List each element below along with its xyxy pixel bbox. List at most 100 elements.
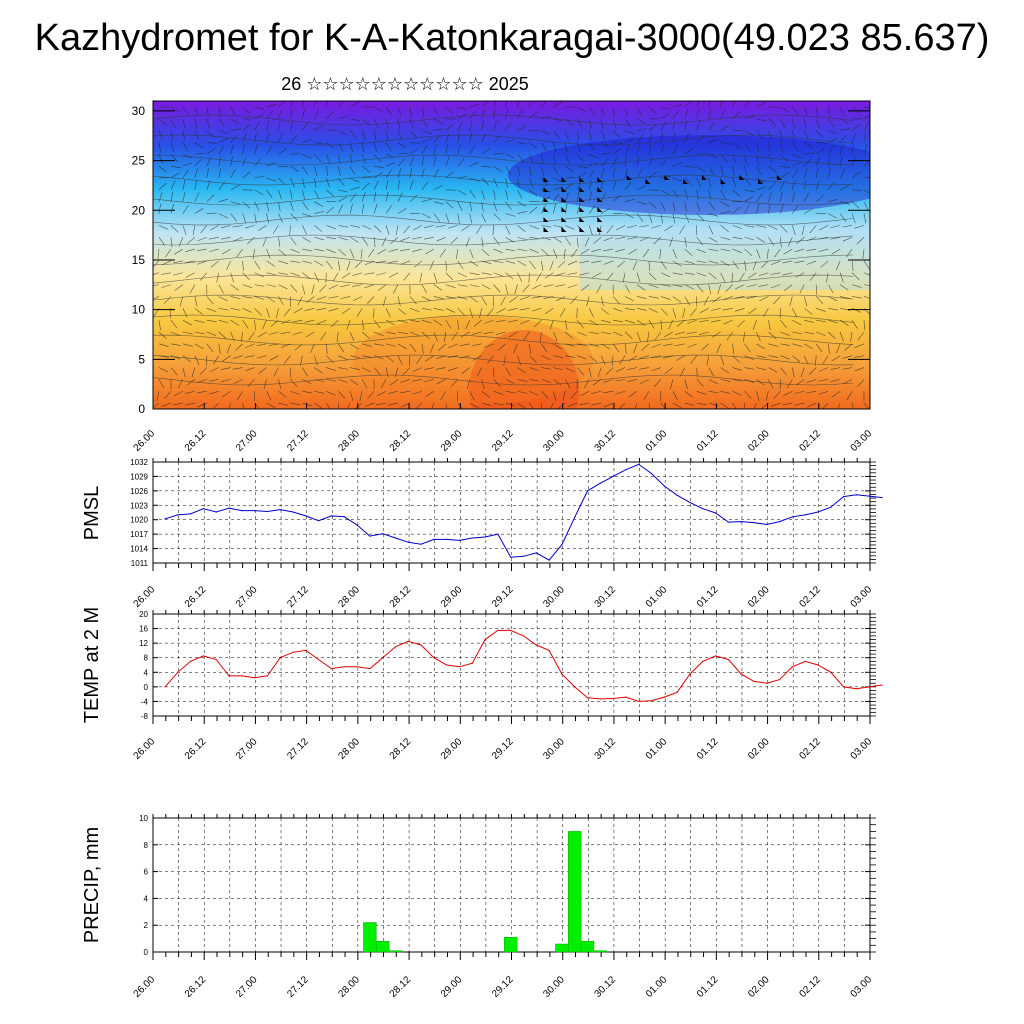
wind-barb [648, 201, 657, 209]
wind-barb [863, 115, 870, 120]
wind-barb [191, 367, 196, 378]
wind-barb [682, 308, 686, 319]
wind-barb [711, 331, 721, 338]
wind-barb [412, 236, 422, 240]
wind-barb [367, 296, 375, 304]
wind-barb [266, 284, 277, 288]
wind-barb [469, 272, 480, 276]
wind-barb [182, 343, 193, 347]
wind-barb [580, 248, 590, 255]
pmsl-point [292, 511, 294, 513]
wind-barb [450, 379, 458, 388]
wind-barb [235, 343, 243, 351]
wind-barb [839, 169, 846, 179]
wind-barb [487, 355, 494, 364]
precip-bar [568, 831, 582, 953]
wind-barb [556, 296, 566, 302]
wind-barb [495, 331, 506, 335]
wind-barb [230, 169, 236, 179]
wind-barb [266, 260, 276, 267]
wind-barb [280, 331, 291, 335]
pmsl-point [881, 497, 883, 499]
wind-barb [479, 308, 482, 319]
wind-barb [804, 158, 812, 167]
wind-barb [325, 101, 329, 108]
wind-barb [606, 225, 614, 234]
wind-barb [182, 118, 186, 129]
wind-barb [696, 213, 705, 221]
wind-barb [684, 237, 687, 248]
cross-section-ytick-label: 20 [132, 203, 146, 217]
wind-barb [431, 402, 435, 409]
wind-barb [517, 177, 520, 188]
wind-barb [278, 296, 284, 306]
pmsl-xtick-label: 26.00 [132, 584, 158, 610]
wind-barb [290, 272, 300, 277]
wind-barb [517, 201, 527, 207]
wind-barb [601, 319, 611, 323]
wind-barb [565, 176, 576, 179]
wind-barb [627, 367, 638, 370]
wind-barb [648, 132, 653, 143]
wind-barb [672, 145, 679, 155]
wind-barb [218, 213, 228, 219]
wind-barb [732, 260, 739, 270]
wind-barb [744, 236, 755, 241]
wind-barb [815, 343, 823, 353]
wind-barb [196, 248, 207, 252]
wind-barb [381, 237, 387, 247]
wind-barb [597, 367, 602, 378]
wind-barb [565, 331, 574, 339]
wind-barb [826, 272, 829, 283]
wind-barb [182, 319, 192, 326]
wind-barb [660, 284, 671, 287]
wind-barb [397, 152, 408, 155]
wind-barb [708, 213, 719, 217]
wind-barb [698, 331, 709, 336]
wind-barb [311, 284, 315, 295]
wind-barb [481, 284, 491, 290]
wind-barb [457, 175, 468, 179]
wind-barb [747, 272, 757, 279]
wind-barb [553, 142, 557, 153]
wind-barb [364, 272, 375, 275]
wind-barb [421, 308, 432, 311]
pmsl-xtick-label: 01.00 [644, 584, 670, 610]
wind-barb [837, 402, 841, 409]
wind-barb [349, 154, 353, 165]
wind-barb [523, 331, 530, 341]
wind-barb [367, 391, 375, 400]
wind-barb [756, 193, 763, 202]
wind-flag [561, 207, 567, 212]
wind-barb [831, 390, 841, 398]
wind-barb [627, 225, 638, 229]
wind-barb [616, 225, 626, 231]
wind-barb [505, 260, 516, 264]
wind-barb [266, 272, 277, 276]
pmsl-point [202, 508, 204, 510]
pmsl-point [548, 559, 550, 561]
wind-barb [469, 296, 479, 303]
wind-barb [660, 158, 668, 167]
wind-barb [457, 158, 465, 167]
wind-barb [579, 272, 590, 276]
wind-barb [242, 106, 251, 114]
wind-barb [361, 165, 371, 173]
wind-flag [701, 175, 707, 180]
wind-barb [780, 319, 787, 329]
cool-zone [579, 230, 870, 290]
wind-barb [338, 367, 349, 370]
wind-barb [232, 355, 243, 359]
wind-barb [290, 402, 301, 406]
wind-barb [170, 130, 174, 141]
wind-barb [283, 308, 291, 317]
wind-barb [722, 308, 733, 311]
wind-barb [413, 260, 423, 268]
wind-barb [612, 156, 618, 167]
wind-barb [448, 367, 458, 372]
wind-barb [421, 106, 425, 117]
pmsl-xtick-label: 02.00 [746, 584, 772, 610]
temp-point [702, 660, 704, 663]
temp-point [650, 700, 653, 702]
wind-barb [660, 402, 667, 409]
